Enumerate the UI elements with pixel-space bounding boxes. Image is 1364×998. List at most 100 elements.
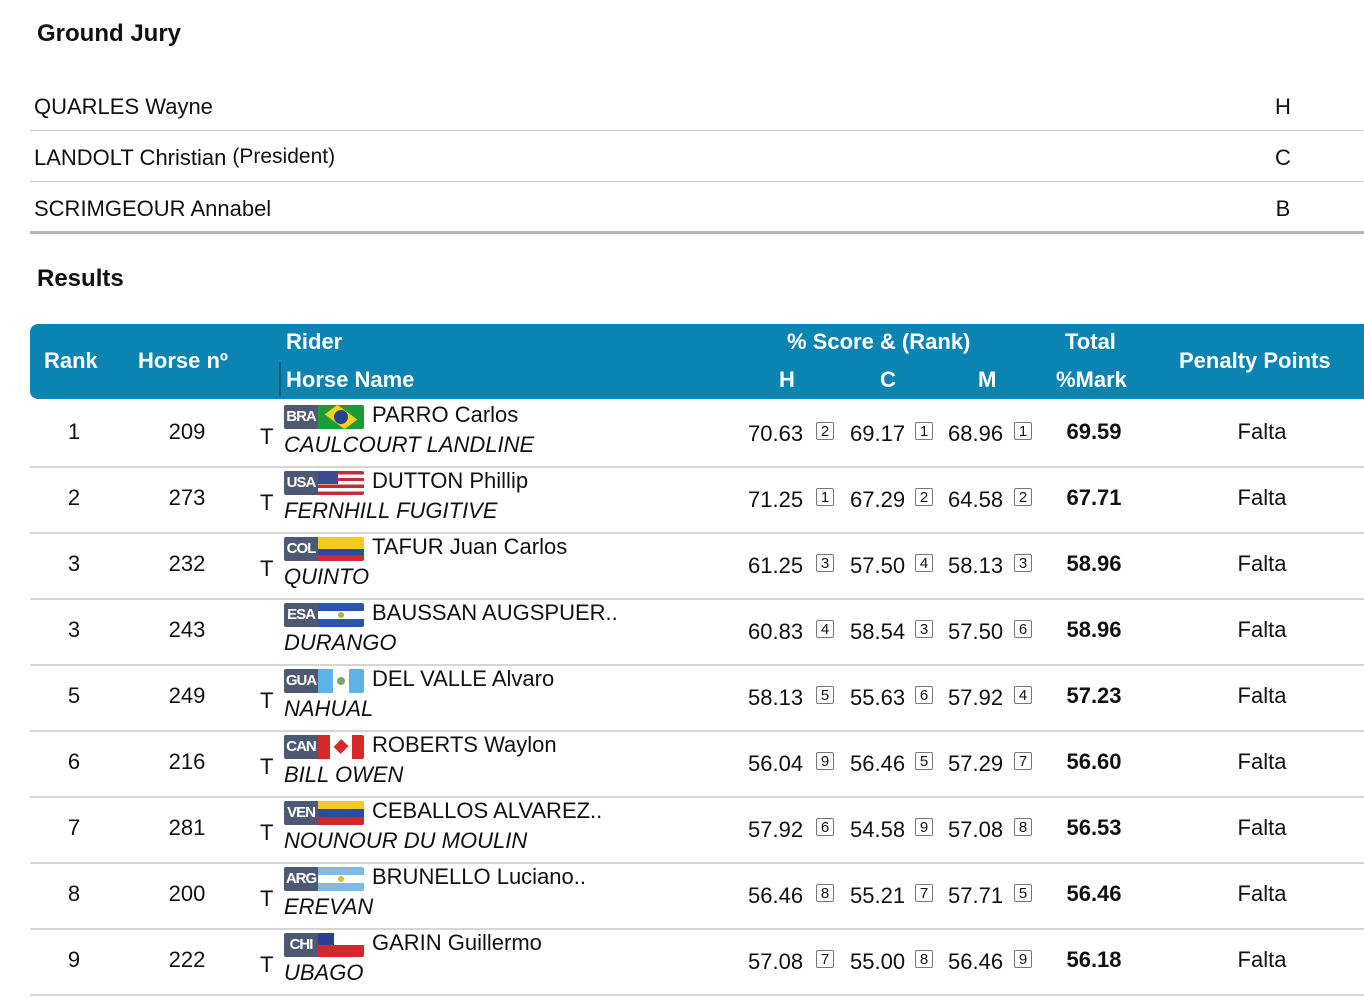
jury-member-position: B — [1275, 196, 1291, 221]
horse-name[interactable]: DURANGO — [284, 630, 397, 655]
rank-c: 1 — [915, 422, 933, 440]
score-m: 58.13 — [948, 553, 1004, 578]
col-rider-header: Rider — [286, 329, 343, 354]
horse-no-cell: 281 — [168, 815, 206, 840]
result-row: 9 222 T CHI GARIN Guillermo UBAGO 57.08 7 55.00 8… — [30, 928, 1364, 996]
rank-c: 7 — [915, 884, 933, 902]
team-marker: T — [260, 688, 274, 713]
rider-name[interactable]: PARRO Carlos — [372, 402, 519, 427]
horse-name[interactable]: FERNHILL FUGITIVE — [284, 498, 498, 523]
total-mark: 69.59 — [1066, 419, 1122, 444]
jury-member-position: C — [1275, 145, 1291, 170]
rider-name[interactable]: BRUNELLO Luciano.. — [372, 864, 586, 889]
score-c: 57.50 — [850, 553, 906, 578]
result-row: 6 216 T CAN ROBERTS Waylon BILL OWEN 56.04 9 56.… — [30, 730, 1364, 798]
country-flag: ARG — [284, 867, 364, 891]
horse-name[interactable]: EREVAN — [284, 894, 374, 919]
rank-c: 8 — [915, 950, 933, 968]
jury-member-name: QUARLES Wayne — [34, 94, 213, 119]
col-m-header: M — [978, 367, 997, 392]
jury-divider — [30, 231, 1364, 234]
jury-member-role: (President) — [232, 145, 336, 168]
rank-cell: 3 — [67, 551, 81, 576]
horse-name[interactable]: QUINTO — [284, 564, 370, 589]
rider-name[interactable]: DUTTON Phillip — [372, 468, 529, 493]
rank-h: 1 — [816, 488, 834, 506]
rank-h: 9 — [816, 752, 834, 770]
rank-h: 8 — [816, 884, 834, 902]
flag-icon — [318, 669, 364, 693]
horse-name[interactable]: BILL OWEN — [284, 762, 404, 787]
flag-icon — [318, 603, 364, 627]
flag-icon — [318, 471, 364, 495]
flag-icon — [318, 735, 364, 759]
rank-h: 4 — [816, 620, 834, 638]
score-c: 69.17 — [850, 421, 906, 446]
country-flag: GUA — [284, 669, 364, 693]
horse-name[interactable]: NAHUAL — [284, 696, 374, 721]
rank-m: 1 — [1014, 422, 1032, 440]
score-h: 57.08 — [748, 949, 804, 974]
total-mark: 56.46 — [1066, 881, 1122, 906]
score-c: 56.46 — [850, 751, 906, 776]
horse-no-cell: 222 — [168, 947, 206, 972]
score-m: 57.50 — [948, 619, 1004, 644]
score-c: 58.54 — [850, 619, 906, 644]
score-h: 60.83 — [748, 619, 804, 644]
result-row: 5 249 T GUA DEL VALLE Alvaro NAHUAL 58.13 5 55.6… — [30, 664, 1364, 732]
rider-name[interactable]: TAFUR Juan Carlos — [372, 534, 568, 559]
score-m: 57.92 — [948, 685, 1004, 710]
country-code: COL — [284, 537, 318, 561]
rider-name[interactable]: CEBALLOS ALVAREZ.. — [372, 798, 603, 823]
result-row: 1 209 T BRA PARRO Carlos CAULCOURT LANDLINE 70… — [30, 400, 1364, 468]
team-marker: T — [260, 886, 274, 911]
country-flag: VEN — [284, 801, 364, 825]
rank-m: 2 — [1014, 488, 1032, 506]
rider-name[interactable]: DEL VALLE Alvaro — [372, 666, 555, 691]
score-c: 54.58 — [850, 817, 906, 842]
penalty-points: Falta — [1237, 485, 1287, 510]
jury-member: SCRIMGEOUR Annabel B — [30, 182, 1364, 232]
score-h: 58.13 — [748, 685, 804, 710]
rank-m: 4 — [1014, 686, 1032, 704]
header-divider — [279, 362, 281, 396]
penalty-points: Falta — [1237, 617, 1287, 642]
team-marker: T — [260, 952, 274, 977]
score-c: 55.00 — [850, 949, 906, 974]
country-code: BRA — [284, 405, 318, 429]
rank-m: 3 — [1014, 554, 1032, 572]
total-mark: 67.71 — [1066, 485, 1122, 510]
rank-h: 6 — [816, 818, 834, 836]
score-h: 56.04 — [748, 751, 804, 776]
result-row: 2 273 T USA DUTTON Phillip FERNHILL FUGITIVE 7… — [30, 466, 1364, 534]
country-code: GUA — [284, 669, 318, 693]
col-score-header: % Score & (Rank) — [787, 329, 971, 354]
score-m: 56.46 — [948, 949, 1004, 974]
score-h: 71.25 — [748, 487, 804, 512]
jury-member-name: LANDOLT Christian — [34, 145, 227, 170]
flag-icon — [318, 801, 364, 825]
country-flag: COL — [284, 537, 364, 561]
rank-m: 8 — [1014, 818, 1032, 836]
score-h: 70.63 — [748, 421, 804, 446]
rank-h: 7 — [816, 950, 834, 968]
rank-cell: 8 — [67, 881, 81, 906]
score-h: 61.25 — [748, 553, 804, 578]
score-h: 57.92 — [748, 817, 804, 842]
country-code: CAN — [284, 735, 318, 759]
rank-m: 6 — [1014, 620, 1032, 638]
horse-no-cell: 249 — [168, 683, 206, 708]
rider-name[interactable]: ROBERTS Waylon — [372, 732, 557, 757]
rider-name[interactable]: GARIN Guillermo — [372, 930, 542, 955]
horse-name[interactable]: NOUNOUR DU MOULIN — [284, 828, 528, 853]
horse-name[interactable]: CAULCOURT LANDLINE — [284, 432, 535, 457]
penalty-points: Falta — [1237, 683, 1287, 708]
horse-name[interactable]: UBAGO — [284, 960, 364, 985]
total-mark: 56.53 — [1066, 815, 1122, 840]
rider-name[interactable]: BAUSSAN AUGSPUER.. — [372, 600, 618, 625]
result-row: 8 200 T ARG BRUNELLO Luciano.. EREVAN 56.46 8 55… — [30, 862, 1364, 930]
rank-m: 9 — [1014, 950, 1032, 968]
score-m: 57.29 — [948, 751, 1004, 776]
score-h: 56.46 — [748, 883, 804, 908]
rank-c: 6 — [915, 686, 933, 704]
